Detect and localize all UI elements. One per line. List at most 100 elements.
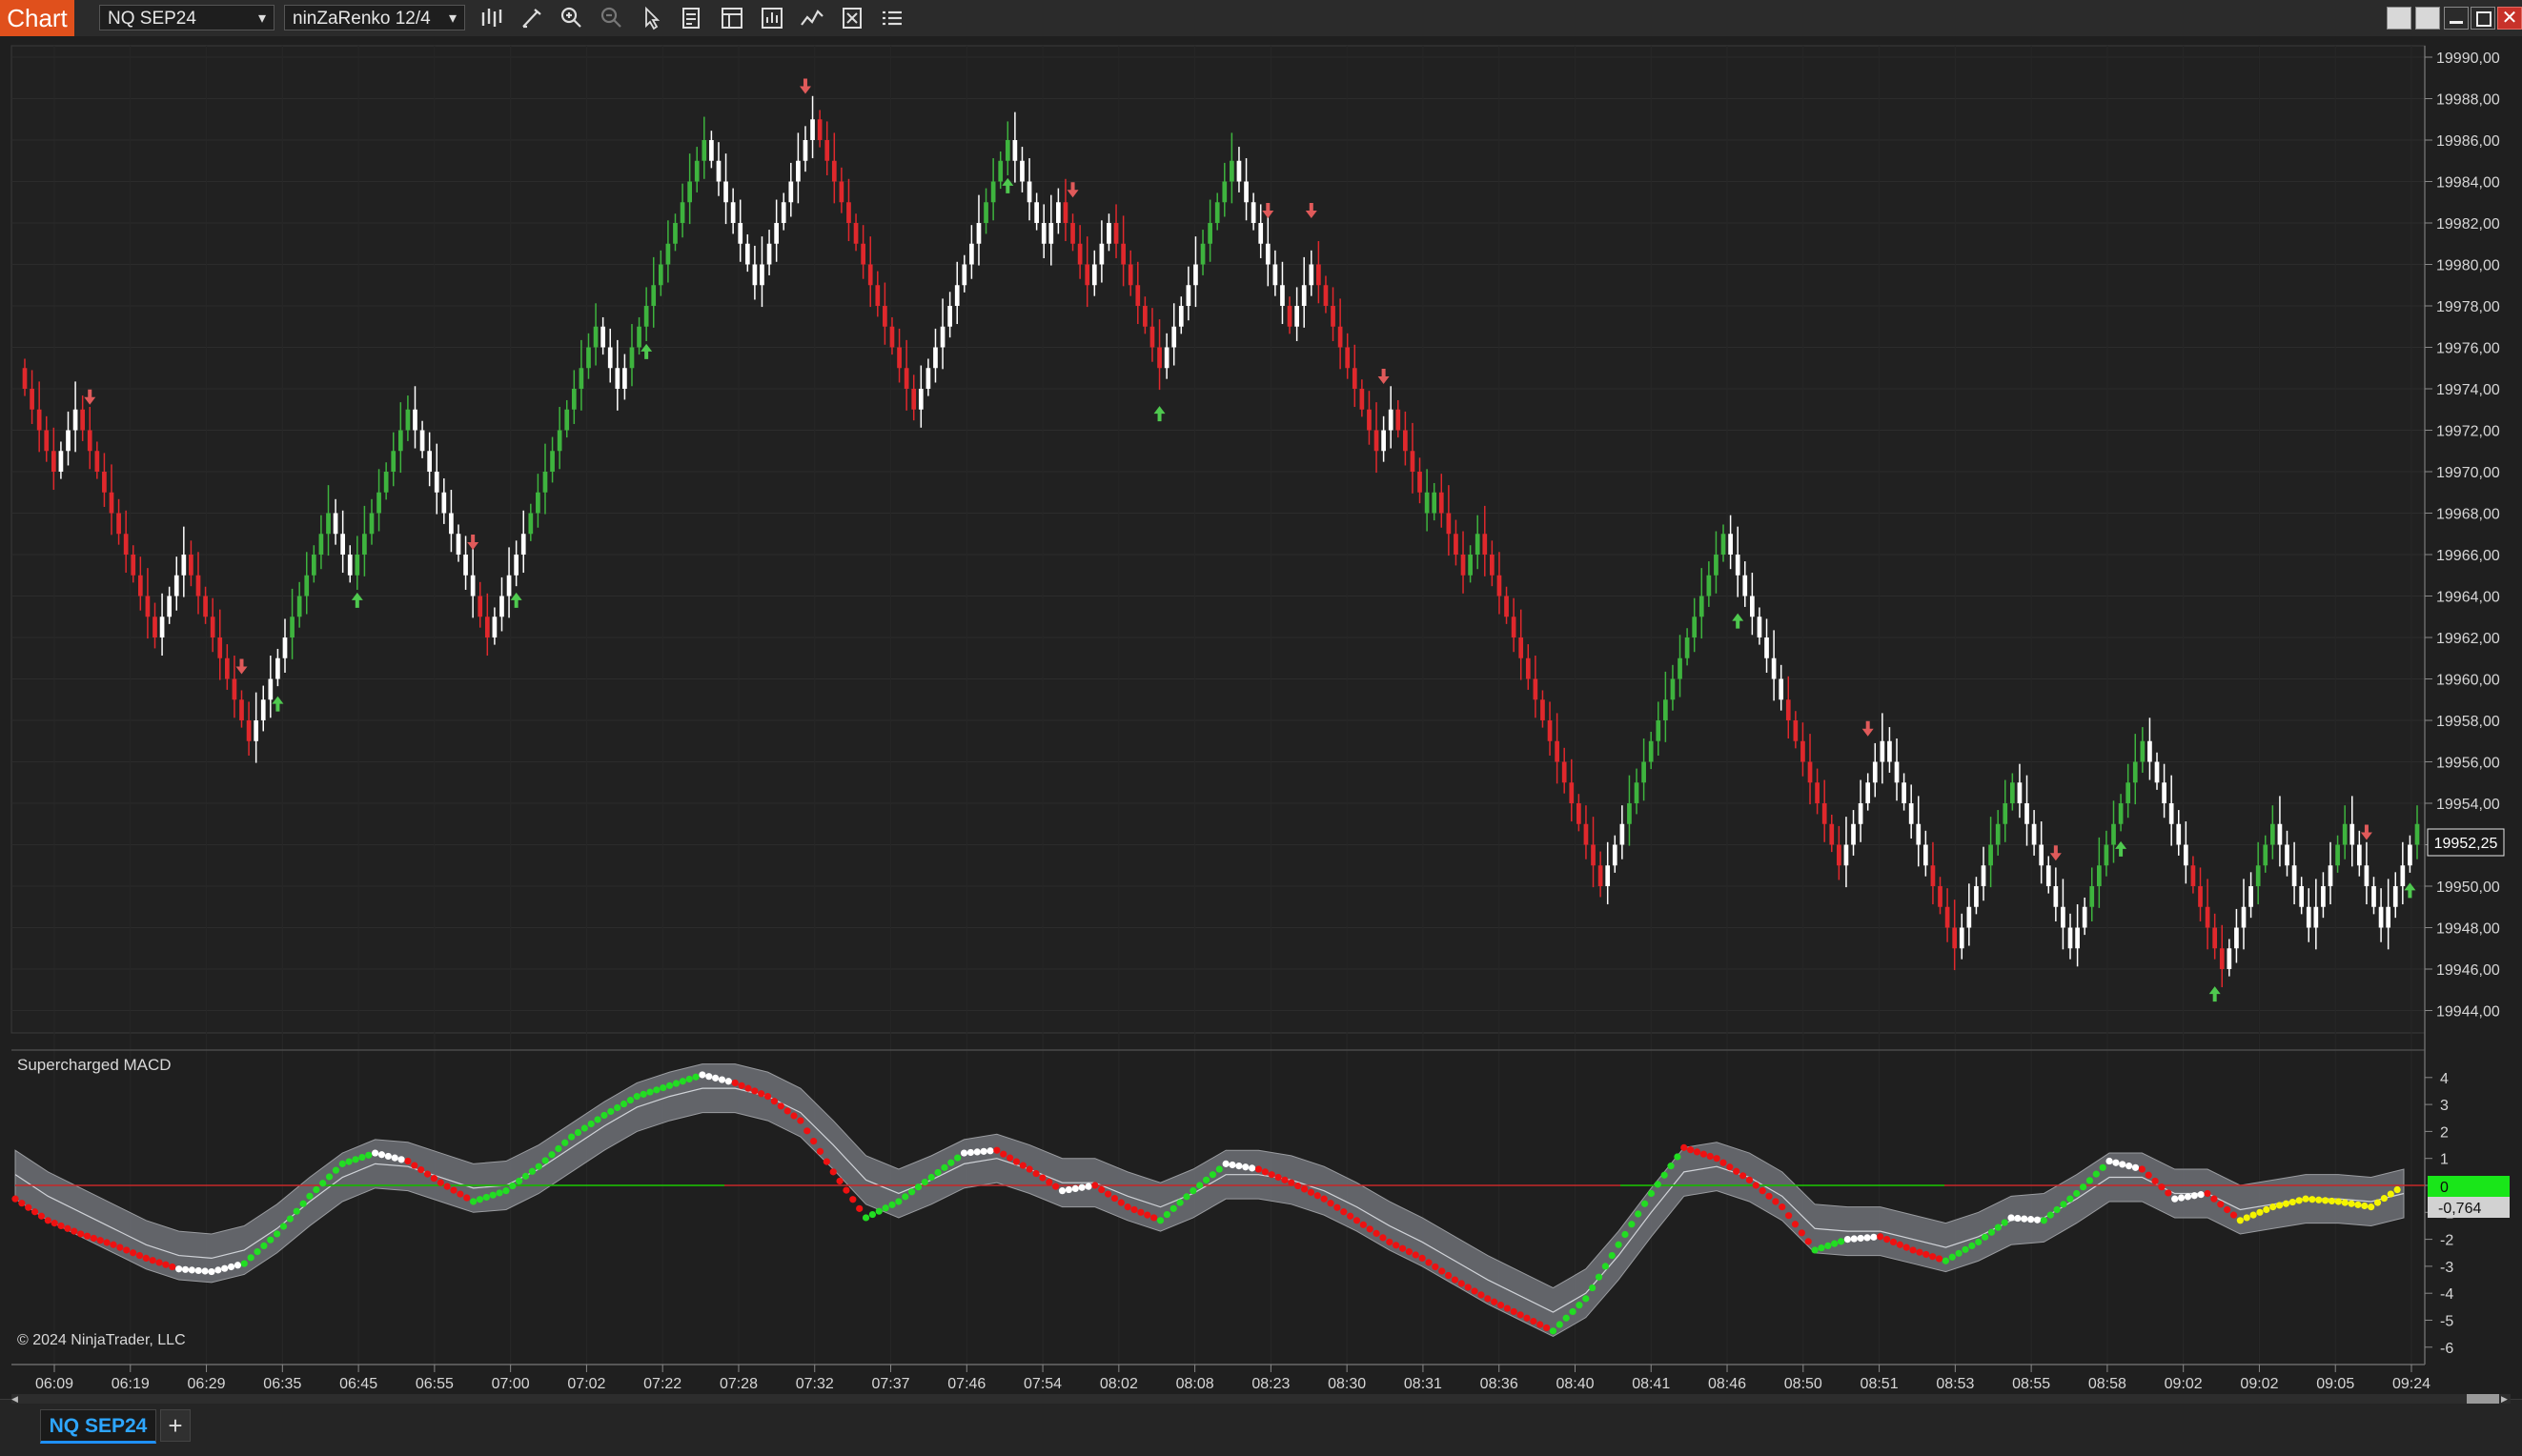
signal-arrow-down <box>235 658 248 675</box>
renko-brick <box>1785 699 1791 720</box>
scroll-left-icon[interactable]: ◀ <box>11 1394 18 1404</box>
tab-bar: ◀ ▶ NQ SEP24 + <box>0 1394 2522 1456</box>
macd-dot <box>1975 1238 1983 1246</box>
renko-brick <box>1287 306 1292 327</box>
time-tick-label: 06:29 <box>188 1376 226 1392</box>
bar-chart-icon[interactable] <box>477 4 507 32</box>
macd-dot <box>1994 1223 2002 1231</box>
time-tick-label: 08:58 <box>2088 1376 2126 1392</box>
templates-icon[interactable] <box>717 4 747 32</box>
time-tick-label: 09:05 <box>2316 1376 2354 1392</box>
renko-brick <box>2009 782 2015 803</box>
macd-dot <box>1313 1192 1321 1200</box>
strategies-icon[interactable] <box>757 4 787 32</box>
renko-brick <box>1981 865 1986 886</box>
scrollbar-thumb[interactable] <box>2467 1394 2499 1404</box>
renko-brick <box>80 409 86 431</box>
macd-dot <box>57 1222 65 1230</box>
data-box-icon[interactable] <box>837 4 867 32</box>
instrument-selector[interactable]: NQ SEP24 ▾ <box>99 5 275 30</box>
renko-brick <box>766 243 772 265</box>
macd-dot <box>640 1090 647 1098</box>
macd-dot <box>2119 1161 2126 1168</box>
pencil-icon[interactable] <box>517 4 547 32</box>
macd-dot <box>626 1096 634 1104</box>
renko-brick <box>449 513 454 535</box>
macd-dot <box>633 1093 641 1101</box>
renko-brick <box>2190 865 2196 886</box>
pointer-icon[interactable] <box>637 4 667 32</box>
macd-dot <box>299 1200 307 1207</box>
macd-dot <box>411 1162 418 1169</box>
renko-brick <box>1815 782 1820 803</box>
macd-dot <box>1647 1189 1656 1198</box>
renko-brick <box>1894 761 1900 783</box>
macd-dot <box>247 1254 254 1262</box>
signal-arrow-down <box>1861 720 1874 737</box>
macd-dot <box>1496 1302 1505 1309</box>
scroll-right-icon[interactable]: ▶ <box>2501 1394 2508 1404</box>
macd-dot <box>1831 1240 1839 1247</box>
macd-dot <box>1680 1143 1688 1151</box>
macd-dot <box>653 1086 661 1094</box>
app-title[interactable]: Chart <box>0 0 74 36</box>
close-icon[interactable]: ✕ <box>2497 7 2522 30</box>
renko-brick <box>2045 865 2051 886</box>
bar-type-selector[interactable]: ninZaRenko 12/4 ▾ <box>284 5 465 30</box>
macd-dot <box>279 1223 288 1230</box>
tab-nq-sep24[interactable]: NQ SEP24 <box>40 1409 156 1444</box>
macd-dot <box>2256 1208 2264 1216</box>
maximize-icon[interactable] <box>2471 7 2495 30</box>
renko-brick <box>810 119 815 140</box>
chevron-down-icon: ▾ <box>257 10 266 27</box>
renko-brick <box>665 243 671 265</box>
renko-brick <box>817 119 823 140</box>
renko-brick <box>2075 927 2080 949</box>
macd-value-zero: 0 <box>2440 1180 2449 1196</box>
renko-brick <box>514 555 519 576</box>
macd-dot <box>849 1196 857 1203</box>
macd-dot <box>1176 1199 1184 1206</box>
chart-canvas[interactable]: 19990,00 19988,00 19986,00 19984,00 19982,00… <box>0 36 2522 1399</box>
renko-brick <box>831 160 837 182</box>
properties-icon[interactable] <box>677 4 707 32</box>
renko-brick <box>536 492 540 514</box>
macd-dot <box>712 1074 720 1082</box>
macd-dot <box>1242 1163 1250 1171</box>
signal-arrow-down <box>1067 182 1079 198</box>
macd-dot <box>1366 1225 1373 1233</box>
renko-brick <box>499 596 504 617</box>
macd-dot <box>1857 1234 1864 1243</box>
price-tick-label: 19964,00 <box>2436 590 2500 606</box>
tile-window-icon[interactable] <box>2387 7 2411 30</box>
macd-dot <box>110 1241 117 1248</box>
list-icon[interactable] <box>877 4 907 32</box>
zoom-out-icon[interactable] <box>597 4 627 32</box>
renko-brick <box>1706 575 1712 597</box>
macd-dot <box>338 1160 346 1167</box>
macd-dot <box>1144 1211 1151 1219</box>
add-tab-button[interactable]: + <box>160 1409 191 1442</box>
renko-brick <box>1930 865 1936 886</box>
macd-dot <box>155 1259 163 1266</box>
macd-dot <box>803 1127 811 1135</box>
macd-dot <box>2348 1200 2355 1207</box>
macd-dot <box>1621 1230 1629 1239</box>
horizontal-scrollbar-track[interactable]: ◀ ▶ <box>11 1394 2511 1404</box>
macd-dot <box>1530 1318 1537 1325</box>
indicators-icon[interactable] <box>797 4 827 32</box>
price-tick-label: 19988,00 <box>2436 92 2500 109</box>
renko-brick <box>2227 948 2232 969</box>
macd-dot <box>1713 1155 1720 1163</box>
renko-brick <box>1800 740 1805 762</box>
minimize-icon[interactable] <box>2444 7 2469 30</box>
macd-dot <box>1373 1229 1380 1237</box>
renko-brick <box>1843 844 1849 866</box>
renko-brick <box>1851 823 1856 845</box>
renko-brick <box>933 347 938 369</box>
tile-window-icon[interactable] <box>2415 7 2440 30</box>
renko-brick <box>629 347 635 369</box>
renko-brick <box>998 160 1004 182</box>
renko-brick <box>550 451 555 472</box>
zoom-in-icon[interactable] <box>557 4 587 32</box>
